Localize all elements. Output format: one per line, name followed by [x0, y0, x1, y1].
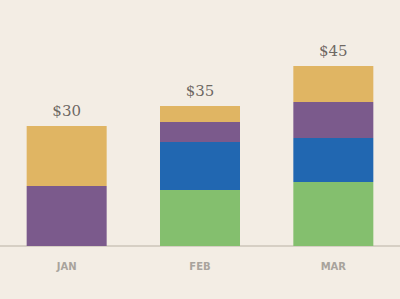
- svg-text:$35: $35: [186, 82, 215, 100]
- svg-text:$45: $45: [319, 42, 348, 60]
- svg-text:JAN: JAN: [56, 261, 77, 272]
- svg-text:MAR: MAR: [321, 261, 347, 272]
- svg-text:FEB: FEB: [189, 261, 210, 272]
- svg-text:$30: $30: [52, 102, 81, 120]
